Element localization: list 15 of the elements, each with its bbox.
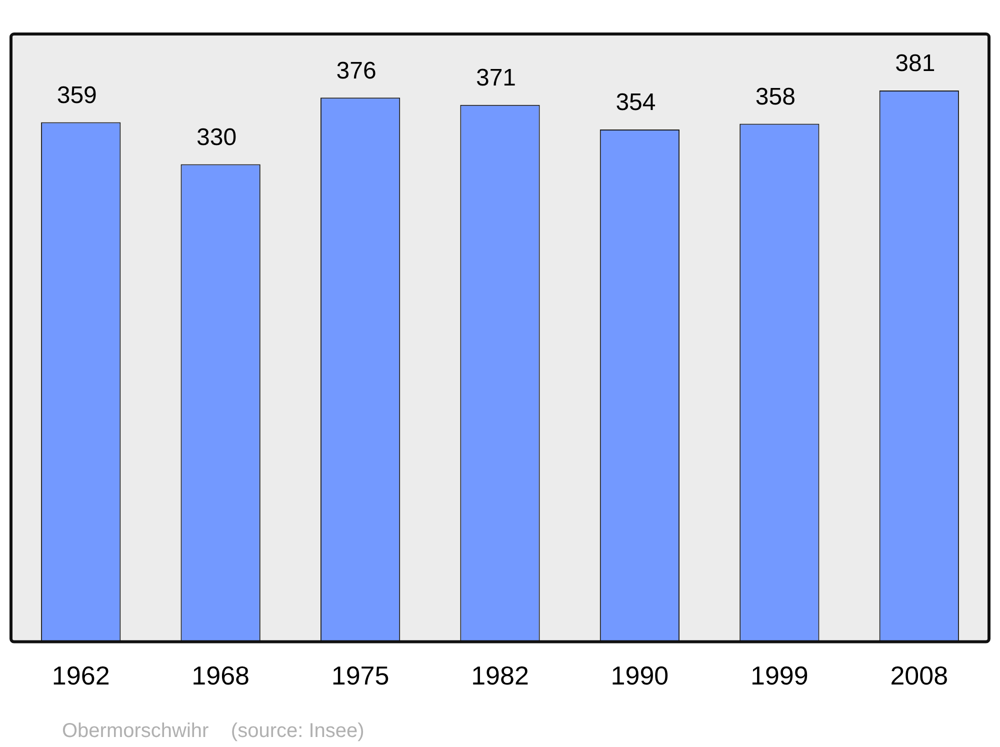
data-label: 358 bbox=[755, 83, 796, 110]
x-tick-label: 1982 bbox=[471, 660, 529, 691]
x-tick-label: 1975 bbox=[331, 660, 390, 691]
x-tick-label: 1968 bbox=[192, 660, 250, 691]
text: Obermorschwihr (source: Insee) bbox=[62, 720, 364, 742]
data-label: 359 bbox=[56, 82, 97, 109]
data-label: 376 bbox=[336, 57, 376, 84]
data-label: 381 bbox=[895, 50, 936, 78]
x-tick-label: 1999 bbox=[750, 660, 808, 691]
data-label: 354 bbox=[616, 89, 656, 116]
data-label: 371 bbox=[476, 64, 516, 92]
x-tick-label: 1962 bbox=[52, 660, 110, 691]
x-tick-label: 1990 bbox=[610, 660, 669, 691]
data-label: 330 bbox=[196, 124, 237, 151]
x-tick-label: 2008 bbox=[890, 660, 948, 691]
